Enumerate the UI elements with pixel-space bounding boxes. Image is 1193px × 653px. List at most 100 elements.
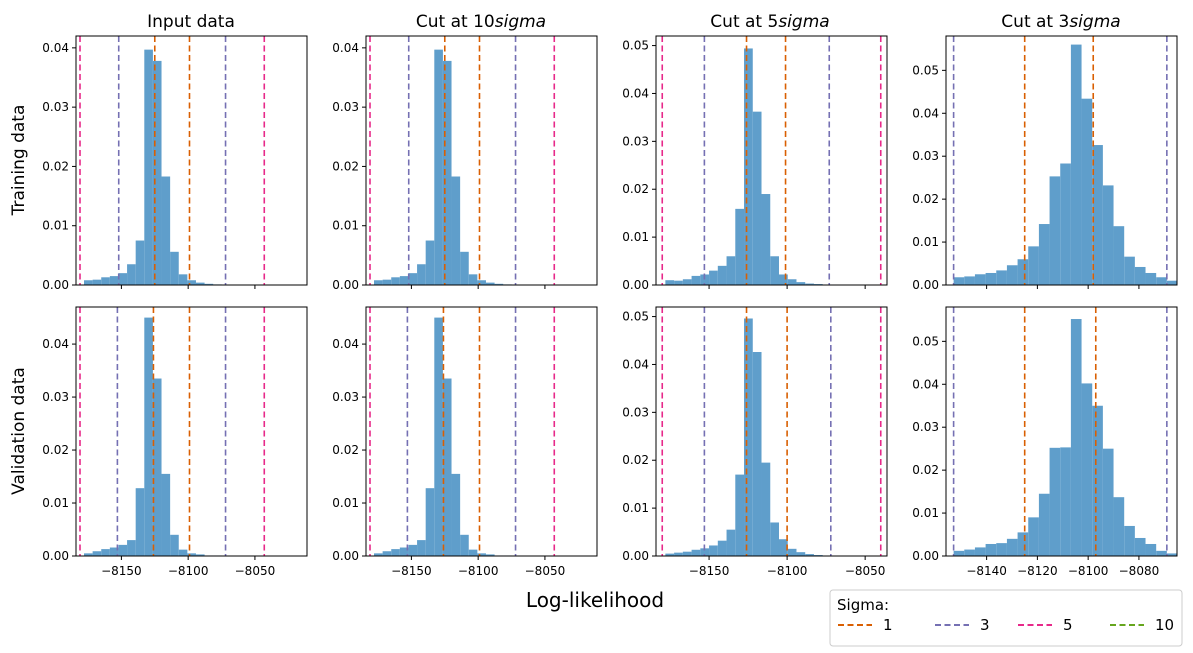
histogram-bar bbox=[1102, 448, 1114, 556]
legend-entry-sigma-10: 10 bbox=[1110, 616, 1174, 634]
row-label-validation: Validation data bbox=[9, 367, 29, 495]
y-tick-label: 0.01 bbox=[622, 501, 649, 515]
y-tick-label: 0.05 bbox=[622, 39, 649, 53]
histogram-bar bbox=[1092, 145, 1103, 285]
histogram-bar bbox=[953, 277, 965, 285]
y-tick-label: 0.02 bbox=[622, 182, 649, 196]
histogram-bar bbox=[761, 462, 771, 556]
y-tick-label: 0.05 bbox=[622, 310, 649, 324]
histogram-bar bbox=[770, 522, 779, 556]
histogram-bar bbox=[109, 276, 119, 285]
col-title-1: Cut at 10sigma bbox=[416, 12, 546, 32]
histogram-bar bbox=[787, 548, 797, 556]
histogram-bar bbox=[700, 548, 710, 556]
x-tick-label: −8100 bbox=[168, 564, 209, 578]
y-tick-label: 0.02 bbox=[912, 192, 939, 206]
panel-validation-cut3: 0.00 0.01 0.02 0.03 0.04 0.05 −8140 −8120 −8100−… bbox=[912, 306, 1178, 578]
histogram-bar bbox=[195, 554, 205, 556]
col-title-0: Input data bbox=[147, 12, 235, 32]
histogram-bar bbox=[726, 256, 736, 285]
y-tick-label: 0.02 bbox=[912, 463, 939, 477]
histogram-bar bbox=[434, 317, 443, 556]
x-tick-label: −8120 bbox=[1017, 564, 1058, 578]
histogram-bar bbox=[1166, 280, 1177, 285]
histogram-bar bbox=[1070, 319, 1082, 556]
y-tick-label: 0.05 bbox=[912, 63, 939, 77]
y-tick-label: 0.00 bbox=[42, 549, 69, 563]
histogram-bar bbox=[691, 549, 701, 556]
x-tick-label: −8050 bbox=[845, 564, 886, 578]
histogram-bar bbox=[425, 240, 435, 285]
histogram-bar bbox=[1102, 185, 1114, 285]
histogram-bar bbox=[796, 282, 806, 285]
histogram-bar bbox=[996, 543, 1007, 556]
y-tick-label: 0.02 bbox=[42, 159, 69, 173]
histogram-bar bbox=[1145, 272, 1157, 285]
histogram-bar bbox=[477, 553, 486, 556]
y-tick-label: 0.01 bbox=[912, 506, 939, 520]
x-tick-label: −8150 bbox=[689, 564, 730, 578]
y-tick-label: 0.00 bbox=[912, 278, 939, 292]
panel-training-cut10: 0.00 0.01 0.02 0.03 0.04 bbox=[332, 35, 598, 292]
histogram-bar bbox=[485, 554, 495, 556]
histogram-bar bbox=[92, 551, 102, 556]
legend-label: 3 bbox=[980, 616, 990, 634]
histogram-bar bbox=[691, 275, 701, 285]
legend-entry-sigma-1: 1 bbox=[838, 616, 893, 634]
histogram-bar bbox=[442, 60, 452, 285]
histogram-bar bbox=[1070, 44, 1082, 285]
histogram-bar bbox=[417, 264, 426, 285]
histogram-bar bbox=[1060, 447, 1071, 556]
histogram-bar bbox=[1028, 517, 1039, 556]
legend-label: 10 bbox=[1155, 616, 1174, 634]
histogram-bar bbox=[726, 529, 736, 556]
histogram-bar bbox=[161, 176, 171, 285]
histogram-bar bbox=[399, 547, 409, 556]
histogram-bar bbox=[144, 317, 153, 556]
histogram-bar bbox=[101, 277, 110, 285]
histogram-bar bbox=[805, 554, 814, 556]
y-tick-label: 0.00 bbox=[332, 278, 359, 292]
x-tick-label: −8150 bbox=[391, 564, 432, 578]
histogram-bar bbox=[1017, 259, 1029, 285]
histogram-bar bbox=[787, 279, 797, 285]
y-tick-label: 0.01 bbox=[622, 230, 649, 244]
legend-label: 5 bbox=[1063, 616, 1073, 634]
histogram-bar bbox=[460, 251, 469, 285]
histogram-bar bbox=[735, 474, 745, 556]
panel-training-cut5: 0.00 0.01 0.02 0.03 0.04 0.05 bbox=[622, 35, 888, 292]
y-tick-label: 0.03 bbox=[622, 134, 649, 148]
column-titles: Input data Cut at 10sigma Cut at 5sigma … bbox=[147, 12, 1121, 32]
legend-entry-sigma-5: 5 bbox=[1018, 616, 1073, 634]
histogram-bar bbox=[752, 111, 762, 285]
histogram-bar bbox=[964, 276, 975, 285]
axes-frame bbox=[75, 306, 308, 557]
y-tick-label: 0.00 bbox=[332, 549, 359, 563]
histogram-bar bbox=[451, 176, 461, 285]
y-tick-label: 0.00 bbox=[622, 549, 649, 563]
y-tick-label: 0.03 bbox=[912, 149, 939, 163]
histogram-bar bbox=[442, 378, 452, 556]
histogram-bar bbox=[1156, 277, 1167, 285]
histogram-bar bbox=[709, 270, 718, 285]
histogram-bar bbox=[996, 270, 1007, 285]
y-tick-label: 0.02 bbox=[42, 443, 69, 457]
y-tick-label: 0.01 bbox=[42, 496, 69, 510]
axes-frame bbox=[655, 35, 888, 286]
histogram-bar bbox=[374, 553, 383, 556]
x-tick-label: −8100 bbox=[1068, 564, 1109, 578]
y-tick-label: 0.04 bbox=[912, 106, 939, 120]
histogram-bar bbox=[682, 551, 692, 556]
histogram-bar bbox=[1038, 224, 1050, 285]
y-tick-label: 0.02 bbox=[622, 453, 649, 467]
y-tick-label: 0.04 bbox=[912, 377, 939, 391]
y-tick-label: 0.02 bbox=[332, 443, 359, 457]
histogram-bar bbox=[382, 551, 392, 556]
histogram-bar bbox=[1145, 543, 1157, 556]
y-tick-label: 0.00 bbox=[622, 278, 649, 292]
y-tick-label: 0.01 bbox=[332, 219, 359, 233]
legend-label: 1 bbox=[883, 616, 893, 634]
legend-title: Sigma: bbox=[837, 596, 889, 614]
histogram-bar bbox=[1156, 550, 1167, 556]
x-tick-label: −8080 bbox=[1119, 564, 1160, 578]
